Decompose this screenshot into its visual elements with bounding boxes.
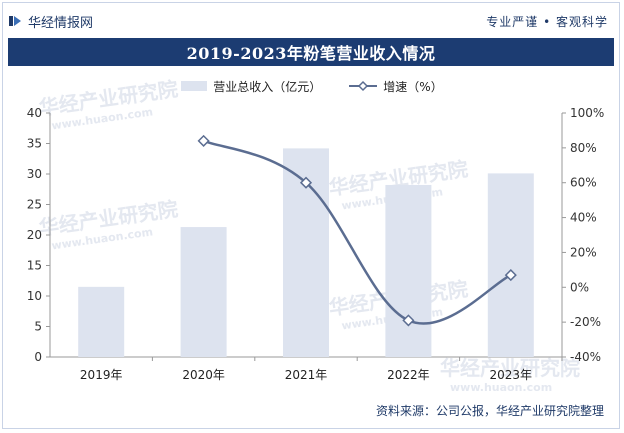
growth-line bbox=[197, 134, 517, 327]
axes: 0 5 10 15 20 25 30 35 40 -40% -20% 0% 20% 40% 60% 80% 10… bbox=[27, 106, 605, 382]
brand: 华经情报网 bbox=[8, 12, 93, 31]
bar bbox=[78, 286, 125, 357]
y-left-tick-label: 35 bbox=[27, 137, 42, 151]
y-left-tick-label: 15 bbox=[27, 259, 42, 273]
legend-bar-swatch bbox=[181, 81, 208, 91]
source-note: 资料来源：公司公报，华经产业研究院整理 bbox=[375, 404, 604, 418]
y-right-tick-label: 80% bbox=[570, 141, 597, 155]
legend-line-label: 增速（%） bbox=[383, 79, 443, 94]
x-tick-label: 2023年 bbox=[490, 368, 533, 382]
y-left-tick-label: 5 bbox=[34, 320, 42, 334]
growth-point bbox=[402, 314, 415, 327]
y-left-tick-label: 30 bbox=[27, 167, 42, 181]
legend-item-line: 增速（%） bbox=[349, 76, 443, 96]
y-right-tick-label: 60% bbox=[570, 176, 597, 190]
x-tick-label: 2022年 bbox=[387, 368, 430, 382]
y-right-tick-label: 20% bbox=[570, 245, 597, 259]
growth-line-path bbox=[203, 139, 512, 325]
bar bbox=[385, 184, 432, 357]
growth-point bbox=[197, 134, 210, 147]
bar bbox=[487, 173, 534, 357]
watermark-text: 华经产业研究院 bbox=[440, 356, 580, 380]
y-left-tick-label: 10 bbox=[27, 289, 42, 303]
y-right-tick-label: 40% bbox=[570, 211, 597, 225]
growth-point bbox=[299, 176, 313, 189]
x-tick-label: 2019年 bbox=[80, 368, 123, 382]
y-right-tick-label: -20% bbox=[570, 315, 601, 329]
legend: 营业总收入（亿元） 增速（%） bbox=[0, 76, 624, 96]
watermark-url: www.huaon.com bbox=[450, 381, 552, 394]
growth-point bbox=[504, 269, 517, 282]
title-bar: 2019-2023年粉笔营业收入情况 bbox=[8, 38, 614, 66]
bar bbox=[180, 227, 227, 357]
y-right-tick-label: 0% bbox=[570, 280, 589, 294]
x-tick-label: 2021年 bbox=[285, 368, 328, 382]
legend-bar-label: 营业总收入（亿元） bbox=[213, 79, 322, 94]
legend-item-bar: 营业总收入（亿元） bbox=[181, 76, 321, 96]
y-left-tick-label: 40 bbox=[27, 106, 42, 120]
y-left-tick-label: 20 bbox=[27, 228, 42, 242]
brand-logo-icon bbox=[9, 16, 21, 26]
y-right-tick-label: -40% bbox=[570, 350, 601, 364]
y-right-tick-label: 100% bbox=[570, 106, 604, 120]
legend-line-swatch-icon bbox=[349, 80, 378, 92]
y-left-tick-label: 25 bbox=[27, 198, 42, 212]
top-bar: 华经情报网 专业严谨 • 客观科学 bbox=[8, 8, 614, 34]
x-tick-label: 2020年 bbox=[182, 368, 225, 382]
brand-name: 华经情报网 bbox=[28, 15, 94, 31]
y-left-tick-label: 0 bbox=[34, 350, 42, 364]
slogan: 专业严谨 • 客观科学 bbox=[486, 14, 608, 29]
chart-title: 2019-2023年粉笔营业收入情况 bbox=[186, 44, 436, 63]
